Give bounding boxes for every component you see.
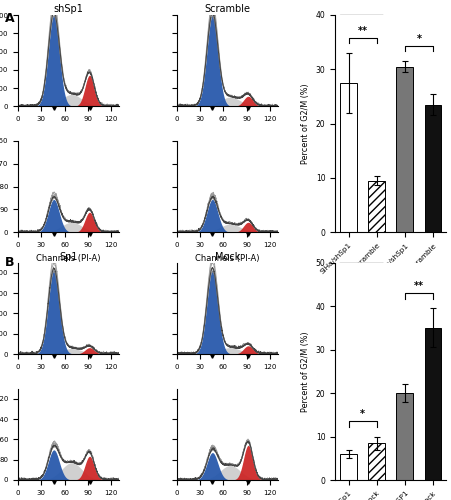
Bar [396, 66, 414, 232]
Title: Scramble: Scramble [204, 4, 250, 14]
Text: *: * [416, 34, 422, 44]
Legend: G0-G1, G2-M, S: G0-G1, G2-M, S [339, 14, 383, 51]
X-axis label: Channels (PI-A): Channels (PI-A) [37, 254, 101, 262]
Bar [341, 454, 357, 480]
Text: **: ** [414, 281, 424, 291]
Bar [368, 443, 385, 480]
Bar [424, 104, 442, 232]
Title: Sp1: Sp1 [60, 252, 78, 262]
Legend: G0-G1, G2-M, S: G0-G1, G2-M, S [339, 262, 383, 299]
Text: **: ** [358, 26, 368, 36]
Title: shSp1: shSp1 [54, 4, 83, 14]
Bar [368, 180, 385, 233]
Y-axis label: Percent of G2/M (%): Percent of G2/M (%) [301, 84, 310, 164]
Bar [341, 83, 357, 233]
Text: *: * [360, 409, 365, 419]
X-axis label: Channels (PI-A): Channels (PI-A) [195, 254, 259, 262]
Bar [424, 328, 442, 480]
Text: B: B [5, 256, 14, 270]
Title: Mock: Mock [215, 252, 240, 262]
Text: A: A [5, 12, 14, 26]
Bar [396, 393, 414, 480]
Y-axis label: Percent of G2/M (%): Percent of G2/M (%) [301, 331, 310, 411]
